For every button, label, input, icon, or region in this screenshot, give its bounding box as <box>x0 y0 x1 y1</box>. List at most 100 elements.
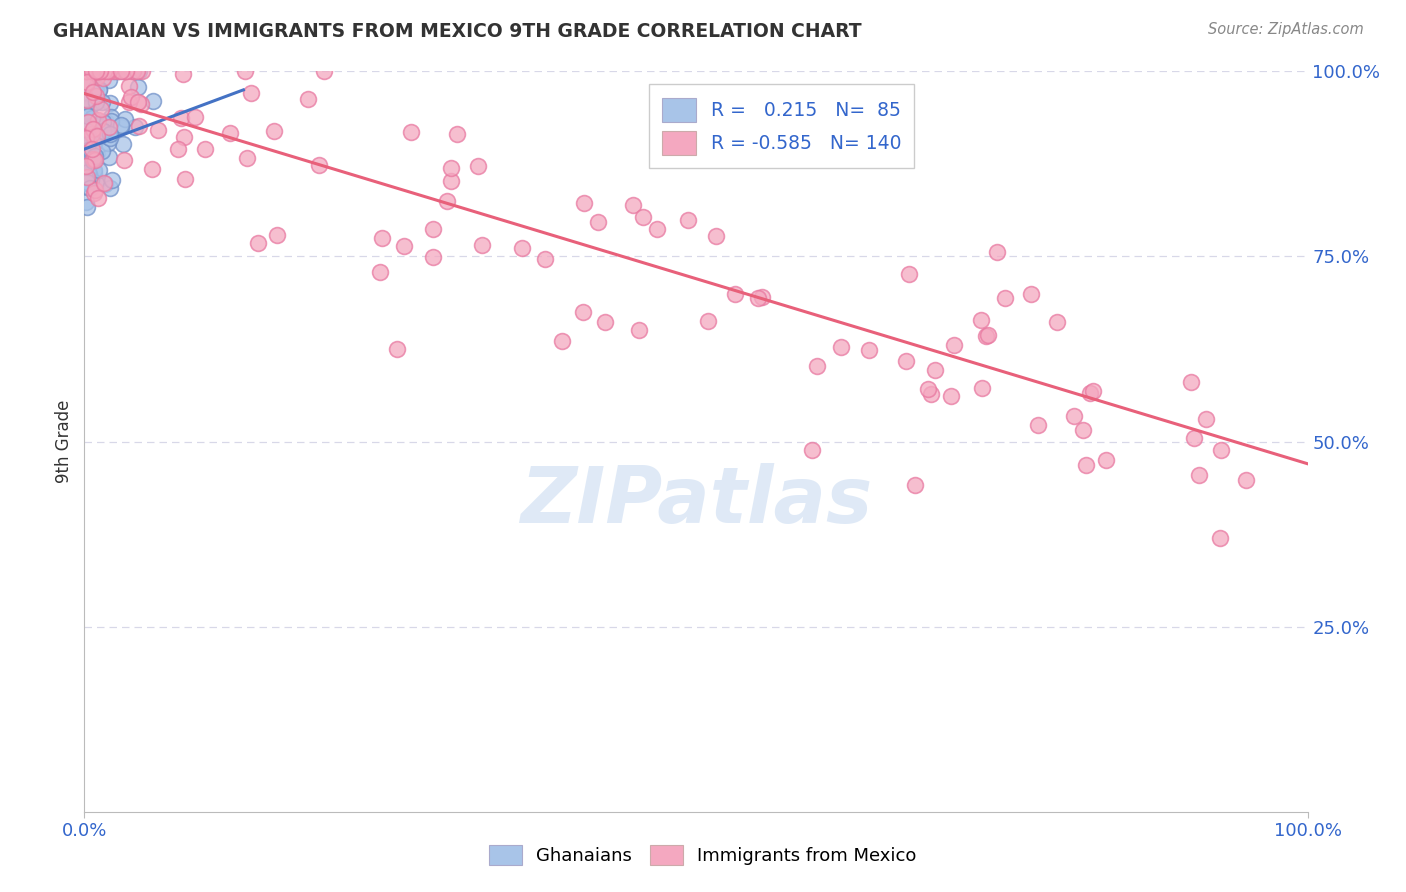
Point <box>83 163 105 178</box>
Point <box>977 327 1000 342</box>
Point <box>678 212 700 227</box>
Point <box>84 118 107 132</box>
Point <box>96 64 118 78</box>
Point <box>89 82 111 96</box>
Point <box>173 171 195 186</box>
Point <box>110 120 132 135</box>
Point <box>77 169 100 184</box>
Point <box>112 136 135 151</box>
Point <box>246 235 269 250</box>
Point <box>90 121 112 136</box>
Point <box>82 122 104 136</box>
Point <box>84 153 107 167</box>
Point <box>233 64 256 78</box>
Point <box>297 92 319 106</box>
Point <box>621 197 644 211</box>
Point <box>747 292 769 306</box>
Point <box>75 166 97 180</box>
Point <box>1209 442 1232 457</box>
Point <box>141 161 163 176</box>
Point <box>110 64 132 78</box>
Point <box>75 160 97 174</box>
Point <box>98 127 121 141</box>
Point <box>75 158 97 172</box>
Point <box>86 70 108 85</box>
Point <box>84 80 107 95</box>
Point <box>394 239 416 253</box>
Point <box>970 313 993 327</box>
Point <box>83 131 105 145</box>
Point <box>82 111 104 125</box>
Point <box>80 172 103 186</box>
Point <box>941 389 963 403</box>
Point <box>1234 473 1257 487</box>
Point <box>83 136 105 150</box>
Legend: R =   0.215   N=  85, R = -0.585   N= 140: R = 0.215 N= 85, R = -0.585 N= 140 <box>648 85 914 169</box>
Point <box>79 144 101 158</box>
Point <box>76 119 98 133</box>
Point <box>371 231 394 245</box>
Point <box>75 64 97 78</box>
Point <box>86 64 108 78</box>
Point <box>122 64 145 78</box>
Point <box>1180 375 1202 389</box>
Point <box>89 162 111 177</box>
Point <box>98 180 121 194</box>
Point <box>75 159 97 173</box>
Point <box>90 144 112 158</box>
Point <box>631 210 654 224</box>
Point <box>898 267 921 281</box>
Point <box>120 64 142 78</box>
Point <box>76 158 98 172</box>
Point <box>896 353 918 368</box>
Point <box>314 64 336 78</box>
Point <box>385 342 408 356</box>
Point <box>194 142 217 156</box>
Point <box>89 125 111 139</box>
Point <box>131 64 153 78</box>
Point <box>399 126 422 140</box>
Point <box>84 117 107 131</box>
Point <box>806 359 828 373</box>
Point <box>84 64 107 78</box>
Point <box>87 113 110 128</box>
Point <box>82 64 104 78</box>
Point <box>84 82 107 96</box>
Point <box>91 95 114 109</box>
Point <box>97 64 120 78</box>
Point <box>98 95 121 110</box>
Point <box>422 250 444 264</box>
Point <box>87 64 110 78</box>
Point <box>146 123 169 137</box>
Point <box>86 128 108 143</box>
Point <box>77 136 100 151</box>
Point <box>751 290 773 304</box>
Point <box>1081 384 1104 399</box>
Point <box>100 113 122 128</box>
Point <box>79 147 101 161</box>
Point <box>84 149 107 163</box>
Point <box>76 200 98 214</box>
Point <box>84 176 107 190</box>
Point <box>240 86 263 100</box>
Point <box>82 152 104 166</box>
Point <box>100 110 122 124</box>
Point <box>266 228 288 243</box>
Point <box>1071 423 1094 437</box>
Point <box>1095 452 1118 467</box>
Point <box>593 315 616 329</box>
Point <box>75 92 97 106</box>
Point <box>89 83 111 97</box>
Point <box>75 176 97 190</box>
Point <box>93 176 115 190</box>
Point <box>107 64 129 78</box>
Point <box>628 323 651 337</box>
Point <box>801 442 824 457</box>
Text: Source: ZipAtlas.com: Source: ZipAtlas.com <box>1208 22 1364 37</box>
Point <box>104 64 127 78</box>
Point <box>76 165 98 179</box>
Point <box>77 109 100 123</box>
Point <box>76 121 98 136</box>
Point <box>98 120 121 134</box>
Point <box>75 78 97 92</box>
